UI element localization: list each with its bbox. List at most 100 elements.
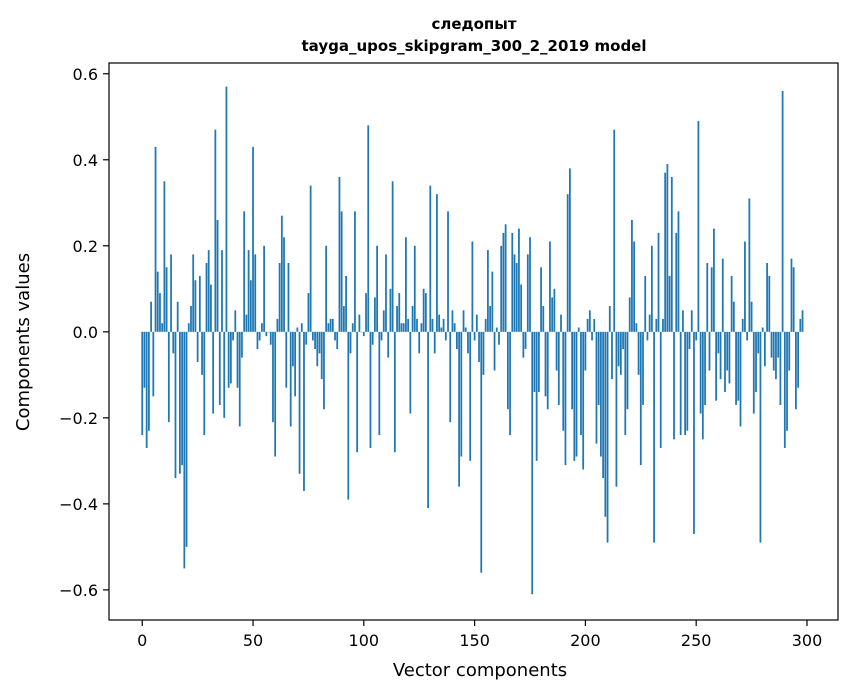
x-tick-label: 250 (681, 631, 712, 650)
bar (704, 331, 706, 405)
bar (458, 331, 460, 487)
bar (586, 318, 589, 332)
bar (637, 331, 640, 375)
bar (752, 331, 755, 414)
bar (143, 331, 146, 388)
bar (475, 314, 478, 332)
bar (664, 172, 667, 332)
bar (198, 275, 201, 332)
bar (462, 310, 465, 332)
bar (223, 331, 226, 418)
bar (489, 306, 491, 332)
bar (788, 331, 791, 371)
bar (495, 327, 498, 332)
bar (316, 331, 319, 367)
bar (205, 263, 208, 332)
bar (201, 331, 203, 375)
bar (431, 318, 434, 332)
bar (520, 284, 523, 332)
bar (628, 297, 631, 332)
bar (442, 318, 445, 332)
bar (701, 331, 704, 440)
bar (677, 211, 680, 332)
bar (402, 323, 405, 332)
bar (719, 331, 722, 380)
bar (416, 318, 418, 332)
bar (690, 310, 693, 332)
bar (518, 228, 520, 332)
bar (365, 293, 367, 332)
bar (179, 331, 181, 474)
bar (639, 331, 642, 466)
bar (775, 331, 777, 380)
bar (323, 331, 325, 410)
bar (311, 331, 314, 341)
bar (783, 331, 786, 448)
bar (181, 331, 184, 466)
bar (433, 331, 436, 354)
bar (600, 331, 602, 457)
bar (216, 219, 219, 332)
bar (185, 331, 188, 547)
bar (619, 331, 622, 375)
x-tick-label: 300 (792, 631, 823, 650)
bar (737, 331, 740, 401)
bar (210, 284, 212, 332)
bar (374, 297, 376, 332)
bar (469, 331, 472, 461)
bar (795, 331, 797, 410)
bar (241, 331, 243, 358)
bar (436, 194, 438, 332)
bar (345, 275, 347, 332)
bar (187, 323, 190, 332)
y-tick-label: 0.0 (73, 323, 98, 342)
x-tick-label: 200 (570, 631, 601, 650)
bar (688, 331, 691, 350)
bar (533, 331, 536, 393)
bar (657, 232, 660, 332)
bar (252, 146, 254, 332)
bar (309, 185, 312, 332)
bar (604, 331, 607, 517)
bar (238, 331, 241, 427)
bar (418, 331, 421, 354)
bar (615, 331, 618, 487)
bar (265, 331, 268, 337)
bar (261, 323, 263, 332)
bar (196, 331, 199, 362)
bar (522, 331, 525, 358)
bar (294, 331, 297, 397)
x-tick-label: 50 (243, 631, 263, 650)
bar (575, 331, 578, 457)
bar (391, 181, 394, 332)
bar (670, 176, 673, 332)
bar (759, 331, 762, 543)
bar (646, 331, 649, 341)
bar (591, 331, 593, 341)
bar (148, 331, 150, 431)
bar (427, 331, 429, 509)
bar (755, 331, 757, 393)
x-axis-ticks: 0 50 100 150 200 250 300 (137, 620, 822, 650)
bar (746, 331, 749, 341)
y-axis-label: Components values (13, 253, 34, 431)
x-axis-label: Vector components (393, 660, 567, 681)
bar (336, 331, 339, 350)
bar (710, 267, 713, 332)
bar (405, 237, 407, 332)
bar (566, 194, 569, 332)
bar (779, 331, 782, 405)
bar (473, 331, 476, 341)
bar (781, 90, 784, 332)
bar (717, 331, 720, 354)
bar (655, 318, 658, 332)
bar (203, 331, 206, 436)
bar (735, 331, 737, 405)
bar (152, 331, 155, 397)
bar (631, 219, 633, 332)
bar (588, 310, 591, 332)
bar (163, 181, 166, 332)
bar (438, 314, 441, 332)
bar (748, 198, 751, 332)
